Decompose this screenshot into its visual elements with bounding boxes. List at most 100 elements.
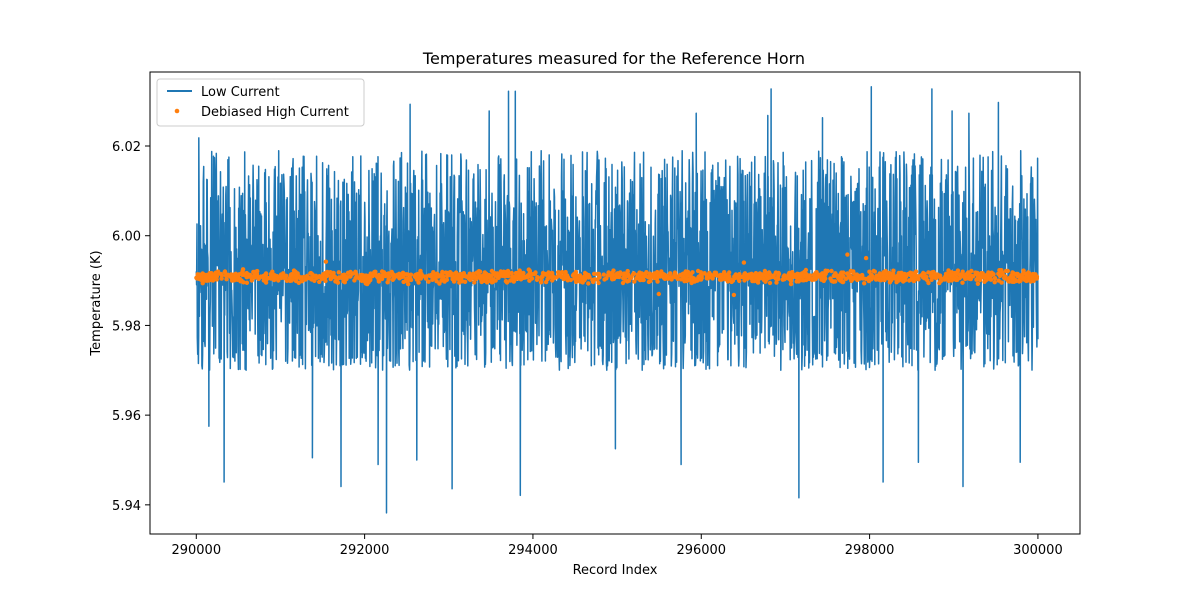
scatter-point bbox=[341, 279, 346, 284]
scatter-point bbox=[771, 273, 776, 278]
scatter-point bbox=[504, 280, 510, 285]
scatter-point bbox=[466, 276, 472, 281]
scatter-point bbox=[960, 280, 965, 285]
scatter-point bbox=[986, 270, 991, 275]
scatter-point bbox=[375, 273, 380, 279]
scatter-point bbox=[860, 276, 866, 281]
scatter-point bbox=[386, 271, 391, 276]
scatter-point bbox=[403, 272, 409, 277]
scatter-point bbox=[1031, 278, 1036, 284]
scatter-point bbox=[821, 278, 826, 283]
scatter-point bbox=[611, 276, 617, 282]
scatter-point bbox=[240, 269, 245, 274]
x-tick-label: 296000 bbox=[676, 543, 726, 558]
scatter-point bbox=[617, 271, 622, 277]
scatter-point bbox=[403, 278, 408, 284]
scatter-point bbox=[516, 270, 522, 275]
scatter-point bbox=[999, 268, 1004, 273]
scatter-point bbox=[287, 277, 293, 283]
scatter-point bbox=[763, 279, 768, 284]
scatter-point bbox=[194, 276, 200, 281]
scatter-point bbox=[545, 276, 550, 282]
scatter-point bbox=[479, 279, 484, 285]
scatter-point bbox=[434, 271, 440, 276]
scatter-point bbox=[538, 280, 544, 285]
scatter-point bbox=[542, 271, 547, 277]
scatter-point bbox=[997, 273, 1003, 279]
scatter-point bbox=[559, 270, 565, 275]
scatter-point bbox=[434, 279, 439, 284]
scatter-point bbox=[687, 277, 692, 282]
chart-title: Temperatures measured for the Reference … bbox=[422, 49, 805, 68]
scatter-point bbox=[989, 270, 994, 275]
scatter-point bbox=[342, 272, 347, 277]
scatter-point bbox=[265, 275, 271, 281]
scatter-point bbox=[219, 273, 225, 278]
scatter-point bbox=[303, 277, 308, 282]
y-tick-label: 5.98 bbox=[112, 319, 141, 334]
scatter-point bbox=[416, 280, 421, 285]
scatter-point bbox=[937, 280, 942, 286]
scatter-point bbox=[845, 252, 850, 257]
scatter-point bbox=[590, 279, 596, 285]
legend: Low Current Debiased High Current bbox=[156, 78, 365, 127]
scatter-point bbox=[799, 271, 804, 276]
scatter-point bbox=[213, 274, 218, 279]
scatter-point bbox=[854, 272, 860, 277]
scatter-point bbox=[712, 270, 717, 275]
scatter-point bbox=[611, 268, 616, 273]
y-tick-label: 5.94 bbox=[112, 499, 141, 514]
scatter-point bbox=[317, 279, 322, 285]
scatter-point bbox=[345, 270, 351, 275]
scatter-point bbox=[233, 274, 238, 279]
scatter-point bbox=[685, 273, 690, 278]
scatter-point bbox=[509, 270, 514, 276]
scatter-point bbox=[862, 281, 867, 286]
x-tick-label: 300000 bbox=[1013, 543, 1063, 558]
scatter-point bbox=[745, 276, 750, 281]
scatter-point bbox=[751, 272, 756, 278]
scatter-point bbox=[978, 275, 983, 280]
scatter-point bbox=[482, 270, 487, 275]
scatter-point bbox=[621, 276, 626, 281]
scatter-point bbox=[794, 279, 799, 284]
scatter-point bbox=[965, 271, 970, 276]
scatter-point bbox=[549, 274, 555, 279]
scatter-point bbox=[445, 270, 450, 276]
scatter-point bbox=[767, 280, 773, 286]
scatter-point bbox=[742, 271, 748, 276]
x-tick-label: 290000 bbox=[171, 543, 221, 558]
scatter-point bbox=[284, 273, 289, 278]
scatter-point bbox=[581, 277, 586, 282]
scatter-point bbox=[457, 280, 462, 285]
scatter-point bbox=[831, 273, 836, 279]
scatter-point bbox=[902, 278, 908, 283]
scatter-point bbox=[610, 272, 615, 278]
scatter-point bbox=[455, 276, 460, 281]
scatter-point bbox=[229, 275, 234, 280]
scatter-point bbox=[632, 279, 637, 284]
x-tick-label: 292000 bbox=[340, 543, 390, 558]
legend-label-low-current: Low Current bbox=[201, 85, 280, 100]
scatter-point bbox=[788, 278, 794, 284]
scatter-point bbox=[732, 274, 737, 279]
scatter-point bbox=[521, 270, 526, 276]
y-tick-label: 6.02 bbox=[112, 140, 141, 155]
scatter-point bbox=[934, 274, 939, 280]
scatter-point bbox=[839, 273, 845, 278]
legend-label-debiased-high-current: Debiased High Current bbox=[201, 105, 349, 120]
scatter-point bbox=[952, 276, 957, 282]
scatter-point bbox=[788, 281, 794, 287]
scatter-point bbox=[271, 275, 277, 280]
scatter-point bbox=[659, 269, 664, 274]
scatter-point bbox=[887, 275, 893, 281]
scatter-point bbox=[472, 280, 477, 285]
scatter-point bbox=[866, 275, 872, 280]
scatter-point bbox=[291, 268, 297, 273]
scatter-point bbox=[874, 273, 879, 278]
scatter-point bbox=[344, 276, 349, 282]
scatter-point bbox=[810, 277, 815, 283]
scatter-point bbox=[263, 271, 269, 276]
series-debiased-high-current bbox=[194, 252, 1040, 298]
scatter-point bbox=[444, 277, 450, 282]
